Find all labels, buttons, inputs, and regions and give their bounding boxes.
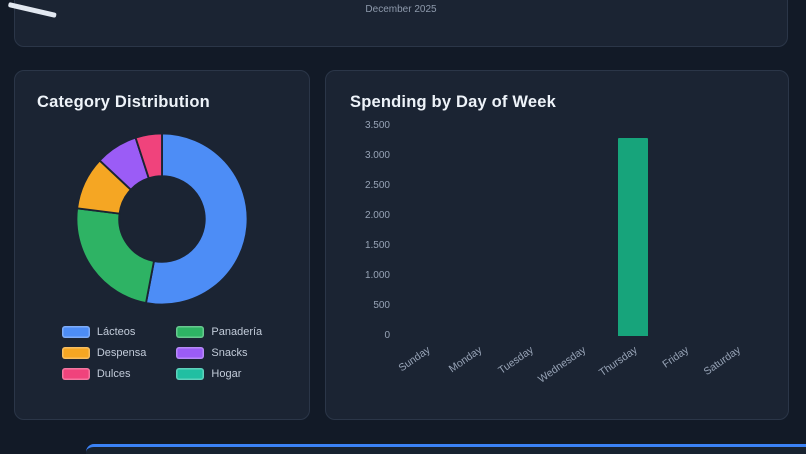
category-distribution-title: Category Distribution <box>37 93 210 111</box>
y-tick-label: 2.000 <box>364 210 390 221</box>
legend-label: Despensa <box>96 347 147 359</box>
x-tick-label-sunday: Sunday <box>396 344 433 375</box>
legend-item-hogar[interactable]: Hogar <box>176 368 262 380</box>
legend-item-panaderia[interactable]: Panadería <box>176 326 262 338</box>
y-tick-label: 3.000 <box>364 150 390 161</box>
legend-label: Lácteos <box>96 326 136 338</box>
legend-swatch <box>176 326 205 338</box>
donut-slice-lacteos[interactable] <box>144 132 249 306</box>
x-tick-label-tuesday: Tuesday <box>496 344 537 377</box>
legend-swatch <box>61 326 90 338</box>
donut-slice-panaderia[interactable] <box>75 207 156 305</box>
legend-item-dulces[interactable]: Dulces <box>61 368 147 380</box>
legend-item-snacks[interactable]: Snacks <box>176 347 262 359</box>
legend-label: Dulces <box>96 368 131 380</box>
legend-swatch <box>176 347 205 359</box>
legend-label: Snacks <box>211 347 248 359</box>
legend-label: Panadería <box>211 326 263 338</box>
spending-by-day-card: Spending by Day of Week 0 500 1.000 1.500 2.… <box>325 70 789 420</box>
y-tick-label: 0 <box>384 330 390 341</box>
y-tick-label: 1.500 <box>364 240 390 251</box>
spending-by-day-title: Spending by Day of Week <box>350 93 556 111</box>
y-axis: 0 500 1.000 1.500 2.000 2.500 3.000 3.500 <box>350 120 390 341</box>
legend-swatch <box>176 368 205 380</box>
legend-item-despensa[interactable]: Despensa <box>61 347 147 359</box>
category-distribution-card: Category Distribution Lácteos Panadería De… <box>14 70 310 420</box>
legend-item-lacteos[interactable]: Lácteos <box>61 326 147 338</box>
y-tick-label: 1.000 <box>364 270 390 281</box>
next-card-partial <box>86 444 806 454</box>
bar-thursday[interactable] <box>617 138 648 336</box>
legend-swatch <box>61 347 90 359</box>
legend-swatch <box>61 368 90 380</box>
category-donut-chart[interactable] <box>69 126 255 312</box>
x-tick-label-wednesday: Wednesday <box>535 344 588 386</box>
y-tick-label: 500 <box>373 300 390 311</box>
y-tick-label: 2.500 <box>364 180 390 191</box>
x-tick-label-friday: Friday <box>660 344 692 371</box>
donut-slice-dulces[interactable] <box>134 132 163 180</box>
spending-bar-chart[interactable]: 0 500 1.000 1.500 2.000 2.500 3.000 3.500 Sunda… <box>350 120 764 386</box>
chart-legend: Lácteos Panadería Despensa Snacks Dulces Hoga… <box>37 326 287 380</box>
x-tick-label-monday: Monday <box>446 344 485 376</box>
x-tick-label-saturday: Saturday <box>701 344 744 378</box>
summary-card-partial: December 2025 <box>14 0 788 47</box>
x-tick-label-thursday: Thursday <box>596 344 640 379</box>
month-subtitle: December 2025 <box>365 4 437 15</box>
y-tick-label: 3.500 <box>364 120 390 131</box>
plot-area: Sunday Monday Tuesday Wednesday Thursday Frid… <box>397 126 762 386</box>
donut-chart-area <box>37 126 287 312</box>
legend-label: Hogar <box>211 368 242 380</box>
